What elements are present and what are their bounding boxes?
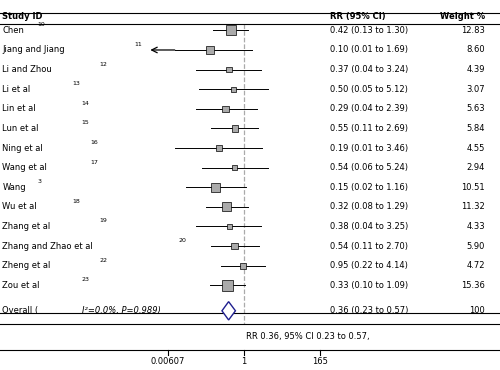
Polygon shape — [222, 302, 235, 320]
Text: Li et al: Li et al — [2, 85, 31, 94]
Text: 2.94: 2.94 — [466, 163, 485, 172]
Text: Weight %: Weight % — [440, 12, 485, 21]
Text: 12: 12 — [99, 62, 107, 67]
Text: 0.50 (0.05 to 5.12): 0.50 (0.05 to 5.12) — [330, 85, 408, 94]
Text: Overall (: Overall ( — [2, 306, 38, 315]
Text: 16: 16 — [90, 140, 98, 145]
Text: 10: 10 — [38, 23, 46, 27]
Text: 0.37 (0.04 to 3.24): 0.37 (0.04 to 3.24) — [330, 65, 408, 74]
Text: 100: 100 — [469, 306, 485, 315]
Text: 0.33 (0.10 to 1.09): 0.33 (0.10 to 1.09) — [330, 281, 408, 290]
Text: 5.84: 5.84 — [466, 124, 485, 133]
Text: 11: 11 — [134, 42, 142, 47]
Text: I²=0.0%, P=0.989): I²=0.0%, P=0.989) — [82, 306, 160, 315]
Text: 0.42 (0.13 to 1.30): 0.42 (0.13 to 1.30) — [330, 26, 408, 35]
Text: 14: 14 — [82, 101, 90, 106]
Text: Zou et al: Zou et al — [2, 281, 40, 290]
Text: 20: 20 — [178, 238, 186, 243]
Text: Study ID: Study ID — [2, 12, 43, 21]
FancyBboxPatch shape — [232, 243, 238, 249]
FancyBboxPatch shape — [232, 125, 238, 132]
Text: 0.29 (0.04 to 2.39): 0.29 (0.04 to 2.39) — [330, 104, 408, 113]
Text: 5.90: 5.90 — [466, 242, 485, 250]
FancyBboxPatch shape — [222, 105, 228, 112]
FancyBboxPatch shape — [206, 46, 214, 54]
FancyBboxPatch shape — [226, 67, 232, 73]
Text: 5.63: 5.63 — [466, 104, 485, 113]
Text: 4.33: 4.33 — [466, 222, 485, 231]
Text: 0.15 (0.02 to 1.16): 0.15 (0.02 to 1.16) — [330, 183, 408, 192]
Text: Ning et al: Ning et al — [2, 144, 43, 152]
Text: Chen: Chen — [2, 26, 25, 35]
Text: 17: 17 — [90, 160, 98, 165]
Text: 15.36: 15.36 — [461, 281, 485, 290]
Text: 19: 19 — [99, 219, 107, 223]
Text: Zhang et al: Zhang et al — [2, 222, 51, 231]
Text: 0.32 (0.08 to 1.29): 0.32 (0.08 to 1.29) — [330, 202, 408, 211]
Text: 18: 18 — [73, 199, 80, 204]
Text: 22: 22 — [99, 258, 107, 263]
FancyBboxPatch shape — [216, 145, 222, 151]
Text: Jiang and Jiang: Jiang and Jiang — [2, 46, 65, 54]
Text: 0.54 (0.06 to 5.24): 0.54 (0.06 to 5.24) — [330, 163, 408, 172]
Text: Li and Zhou: Li and Zhou — [2, 65, 52, 74]
Text: Zhang and Zhao et al: Zhang and Zhao et al — [2, 242, 93, 250]
Text: 13: 13 — [73, 81, 80, 86]
Text: 10.51: 10.51 — [462, 183, 485, 192]
FancyBboxPatch shape — [232, 165, 237, 170]
Text: 12.83: 12.83 — [461, 26, 485, 35]
FancyBboxPatch shape — [222, 202, 232, 212]
Text: 3: 3 — [38, 179, 42, 184]
Text: 0.36 (0.23 to 0.57): 0.36 (0.23 to 0.57) — [330, 306, 408, 315]
FancyBboxPatch shape — [240, 263, 246, 269]
Text: 0.55 (0.11 to 2.69): 0.55 (0.11 to 2.69) — [330, 124, 408, 133]
Text: 4.72: 4.72 — [466, 261, 485, 270]
FancyBboxPatch shape — [211, 183, 220, 192]
Text: 11.32: 11.32 — [461, 202, 485, 211]
Text: 23: 23 — [82, 278, 90, 282]
FancyBboxPatch shape — [222, 280, 232, 291]
Text: 4.55: 4.55 — [466, 144, 485, 152]
Text: 0.19 (0.01 to 3.46): 0.19 (0.01 to 3.46) — [330, 144, 408, 152]
Text: Wang: Wang — [2, 183, 26, 192]
Text: 3.07: 3.07 — [466, 85, 485, 94]
Text: 0.00607: 0.00607 — [151, 357, 185, 366]
Text: Lun et al: Lun et al — [2, 124, 39, 133]
Text: 15: 15 — [82, 121, 90, 125]
Text: 1: 1 — [241, 357, 246, 366]
FancyBboxPatch shape — [226, 26, 236, 35]
Text: 8.60: 8.60 — [466, 46, 485, 54]
Text: 0.38 (0.04 to 3.25): 0.38 (0.04 to 3.25) — [330, 222, 408, 231]
Text: RR 0.36, 95% CI 0.23 to 0.57,: RR 0.36, 95% CI 0.23 to 0.57, — [246, 332, 372, 341]
Text: 0.95 (0.22 to 4.14): 0.95 (0.22 to 4.14) — [330, 261, 408, 270]
FancyBboxPatch shape — [231, 87, 236, 92]
Text: 0.54 (0.11 to 2.70): 0.54 (0.11 to 2.70) — [330, 242, 408, 250]
Text: RR (95% CI): RR (95% CI) — [330, 12, 386, 21]
Text: 165: 165 — [312, 357, 328, 366]
FancyBboxPatch shape — [226, 223, 232, 229]
Text: Wu et al: Wu et al — [2, 202, 37, 211]
Text: 0.10 (0.01 to 1.69): 0.10 (0.01 to 1.69) — [330, 46, 408, 54]
Text: Wang et al: Wang et al — [2, 163, 48, 172]
Text: Zheng et al: Zheng et al — [2, 261, 51, 270]
Text: Lin et al: Lin et al — [2, 104, 36, 113]
Text: 4.39: 4.39 — [466, 65, 485, 74]
